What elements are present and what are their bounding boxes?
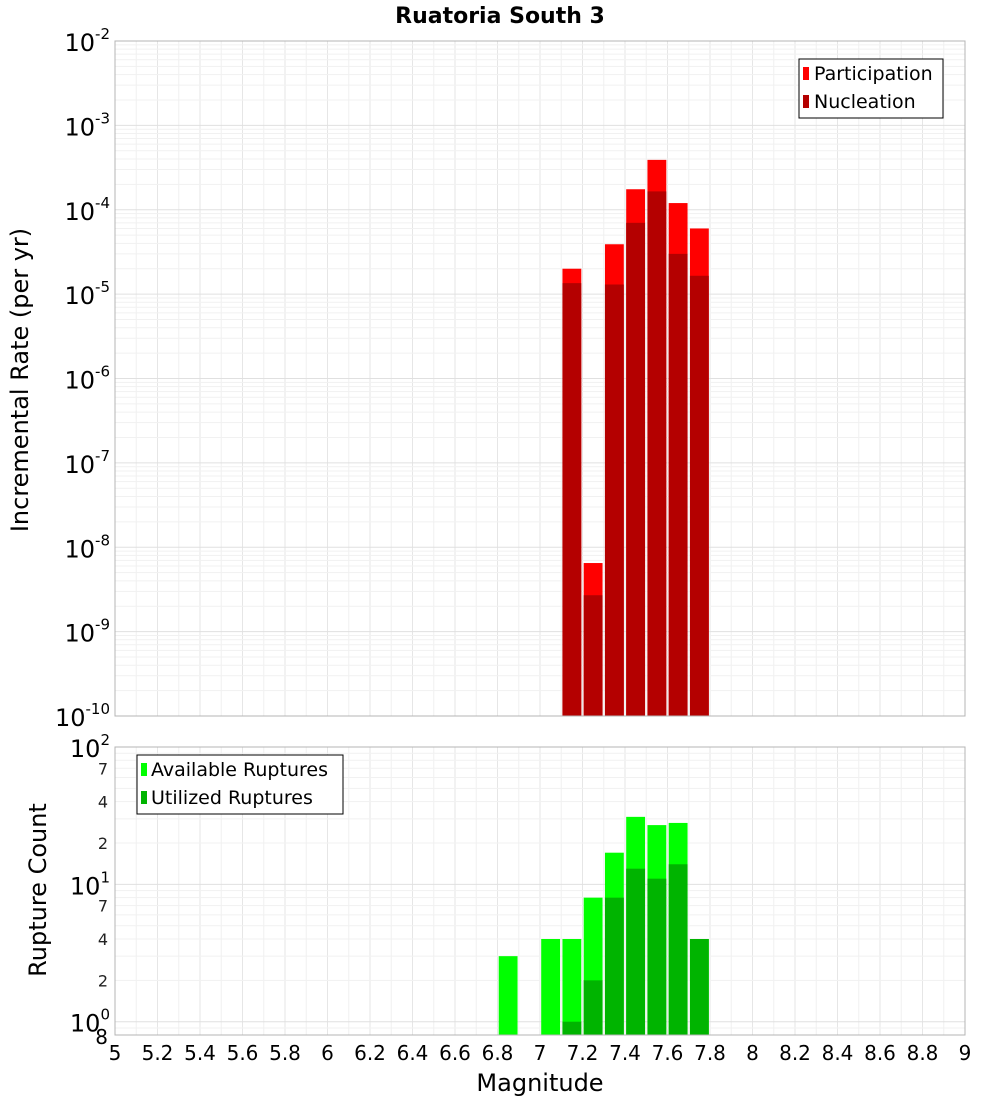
x-tick-label: 6.2 (354, 1041, 386, 1065)
x-tick-label: 8.8 (907, 1041, 939, 1065)
top-legend-box (798, 58, 944, 119)
utilized-ruptures-bar (583, 980, 603, 1035)
x-tick-label: 7.2 (567, 1041, 599, 1065)
legend-swatch (141, 791, 147, 804)
legend-swatch (803, 95, 809, 108)
top-plot-border (114, 40, 966, 717)
utilized-ruptures-bar (668, 864, 688, 1035)
x-tick-label: 7.6 (652, 1041, 684, 1065)
x-tick-label: 8.2 (779, 1041, 811, 1065)
x-tick-label: 8.6 (864, 1041, 896, 1065)
bottom-plot-border (114, 746, 966, 1036)
bottom-y-minor-tick-label: 8 (95, 1025, 108, 1049)
utilized-ruptures-bar (647, 878, 667, 1035)
x-tick-label: 5.2 (142, 1041, 174, 1065)
top-y-tick-label: 10-3 (64, 109, 110, 141)
nucleation-bar (562, 283, 582, 716)
bottom-y-tick-label: 102 (70, 731, 110, 763)
x-tick-label: 5.8 (269, 1041, 301, 1065)
bottom-y-minor-tick-label: 2 (98, 971, 108, 990)
bottom-y-minor-tick-label: 4 (98, 793, 108, 812)
x-tick-label: 5.6 (227, 1041, 259, 1065)
bottom-y-minor-tick-label: 7 (98, 897, 108, 916)
available-ruptures-bar (541, 939, 561, 1035)
bottom-y-axis-label: Rupture Count (24, 803, 52, 977)
legend-label: Participation (814, 63, 933, 85)
bottom-y-minor-tick-label: 7 (98, 759, 108, 778)
nucleation-bar (668, 253, 688, 716)
bottom-legend: Available Ruptures Utilized Ruptures (136, 754, 344, 815)
utilized-ruptures-bar (562, 1021, 582, 1035)
legend-label: Utilized Ruptures (151, 787, 313, 809)
available-ruptures-bar (498, 956, 518, 1035)
nucleation-bar (583, 595, 603, 716)
legend-swatch (141, 763, 147, 776)
top-y-axis-label: Incremental Rate (per yr) (6, 228, 34, 532)
utilized-ruptures-bar (626, 868, 646, 1035)
x-tick-label: 5.4 (184, 1041, 216, 1065)
top-y-tick-label: 10-6 (64, 363, 110, 395)
top-y-tick-label: 10-5 (64, 278, 110, 310)
legend-label: Nucleation (814, 91, 916, 113)
bottom-y-minor-tick-label: 4 (98, 930, 108, 949)
top-y-tick-label: 10-8 (64, 531, 110, 563)
bottom-y-tick-label: 100 (70, 1006, 110, 1038)
nucleation-bar (604, 284, 624, 716)
rate-plot: 10-2 10-3 10-4 10-5 10-6 10-7 10-8 10-9 10-10 Par… (55, 25, 966, 732)
x-axis-label: Magnitude (476, 1069, 603, 1097)
top-y-tick-label: 10-4 (64, 194, 110, 226)
x-tick-label: 6.8 (482, 1041, 514, 1065)
utilized-ruptures-bar (604, 897, 624, 1035)
nucleation-bar (647, 191, 667, 717)
x-tick-label: 8 (746, 1041, 759, 1065)
x-tick-label: 9 (959, 1041, 972, 1065)
x-tick-label: 7.8 (694, 1041, 726, 1065)
bottom-y-tick-label: 101 (70, 868, 110, 900)
x-tick-label: 6.4 (397, 1041, 429, 1065)
x-tick-label: 6 (321, 1041, 334, 1065)
nucleation-bar (689, 275, 709, 716)
nucleation-bar (626, 222, 646, 716)
x-tick-label: 5 (109, 1041, 122, 1065)
legend-label: Available Ruptures (151, 759, 328, 781)
top-y-tick-label: 10-9 (64, 616, 110, 648)
top-y-tick-label: 10-2 (64, 25, 110, 57)
top-y-tick-label: 10-10 (55, 700, 110, 732)
top-legend: Participation Nucleation (798, 58, 944, 119)
top-y-tick-label: 10-7 (64, 447, 110, 479)
x-tick-label: 7.4 (609, 1041, 641, 1065)
x-tick-label: 8.4 (822, 1041, 854, 1065)
available-ruptures-bar (562, 939, 582, 1035)
bottom-y-minor-tick-label: 2 (98, 834, 108, 853)
x-tick-label: 6.6 (439, 1041, 471, 1065)
chart-title: Ruatoria South 3 (395, 4, 605, 29)
utilized-ruptures-bar (689, 939, 709, 1035)
x-tick-label: 7 (534, 1041, 547, 1065)
bottom-legend-box (136, 754, 344, 815)
legend-swatch (803, 67, 809, 80)
